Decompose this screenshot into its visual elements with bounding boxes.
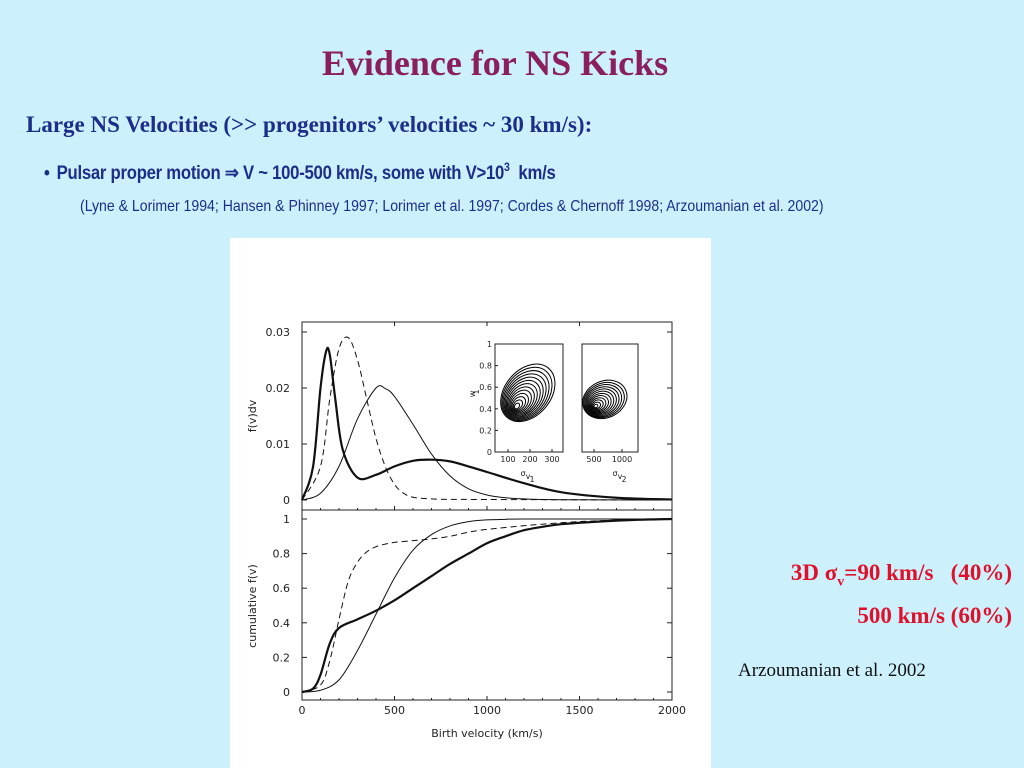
bottom-panel-frame bbox=[301, 509, 673, 701]
bottom-series-dashed bbox=[301, 518, 673, 693]
inset-left-x-label-subsub: 1 bbox=[529, 475, 534, 484]
bullet-marker: • bbox=[44, 163, 50, 184]
inset-right-contour bbox=[588, 392, 612, 414]
inset-left-y-tick-label: 1 bbox=[487, 340, 492, 349]
inset-left-x-tick-label: 200 bbox=[522, 455, 537, 464]
bottom-y-tick-label: 1 bbox=[283, 513, 290, 526]
inset-right-contour bbox=[584, 384, 623, 418]
bullet-pulsar-proper-motion: • Pulsar proper motion ⇒ V ~ 100-500 km/s… bbox=[44, 160, 556, 185]
inset-left-y-tick-label: 0 bbox=[487, 448, 492, 457]
top-y-axis-label: f(v)dv bbox=[246, 399, 259, 432]
inset-left-contour bbox=[509, 389, 532, 414]
inset-left-contour bbox=[503, 373, 547, 419]
x-tick-label: 1000 bbox=[473, 704, 501, 717]
inset-left-contour bbox=[505, 379, 541, 417]
inset-left-y-tick-label: 0.2 bbox=[479, 426, 492, 435]
bullet-text-after: V ~ 100-500 km/s, some with V>10 bbox=[242, 163, 505, 184]
inset-right-x-tick-label: 500 bbox=[586, 455, 601, 464]
bullet-text-before: Pulsar proper motion bbox=[56, 163, 221, 184]
top-series-solid-thin bbox=[301, 385, 673, 501]
inset-left-contour bbox=[511, 396, 527, 412]
bullet-unit: km/s bbox=[518, 163, 556, 184]
x-tick-label: 500 bbox=[384, 704, 405, 717]
sigma-note-prefix: 3D bbox=[790, 560, 825, 585]
slide-subtitle: Large NS Velocities (>> progenitors’ vel… bbox=[26, 112, 593, 137]
velocity-distribution-figure: 0 500 1000 1500 2000 Birth velocity (km/s) 0 0.… bbox=[230, 238, 711, 768]
inset-right-contour bbox=[589, 395, 609, 413]
figure-credit: Arzoumanian et al. 2002 bbox=[738, 660, 926, 681]
inset-right-contour bbox=[590, 397, 607, 412]
top-series-dashed bbox=[301, 336, 673, 501]
slide-title: Evidence for NS Kicks bbox=[321, 43, 669, 83]
bottom-series-solid-thick bbox=[301, 517, 673, 694]
inset-left-x-label: σ bbox=[520, 469, 525, 478]
x-axis-label: Birth velocity (km/s) bbox=[431, 727, 543, 740]
inset-right-contour bbox=[583, 381, 625, 419]
inset-left-contour bbox=[513, 402, 521, 410]
x-tick-label: 0 bbox=[299, 704, 306, 717]
sigma-note-line1: =90 km/s (40%) bbox=[844, 560, 1012, 585]
inset-left-contour bbox=[500, 363, 556, 422]
inset-left-y-tick-label: 0.6 bbox=[479, 383, 492, 392]
inset-left-contour bbox=[507, 383, 538, 416]
inset-right-contour bbox=[582, 379, 628, 420]
inset-right-contour bbox=[591, 399, 604, 411]
inset-left-x-tick-label: 300 bbox=[544, 455, 559, 464]
sigma-note-line2: 500 km/s (60%) bbox=[857, 602, 1012, 628]
inset-left-contour bbox=[510, 392, 529, 413]
inset-left-contour bbox=[508, 386, 535, 415]
inset-left-frame bbox=[494, 343, 564, 453]
sigma-note: 3D σv=90 km/s (40%) 500 km/s (60%) bbox=[791, 556, 1012, 632]
inset-left-contour bbox=[512, 399, 524, 411]
inset-left-x-label-sub: v bbox=[526, 472, 531, 481]
inset-left-y-label-sub: 1 bbox=[472, 389, 481, 394]
bullet-superscript: 3 bbox=[504, 160, 510, 174]
inset-right-contour bbox=[592, 401, 602, 410]
bottom-y-tick-label: 0.6 bbox=[273, 582, 291, 595]
inset-left-contour bbox=[502, 370, 550, 420]
inset-left-y-tick-label: 0.4 bbox=[479, 405, 492, 414]
inset-right-x-label: σ bbox=[612, 469, 617, 478]
inset-right-contour bbox=[585, 386, 620, 417]
bottom-y-tick-label: 0.2 bbox=[273, 651, 291, 664]
top-y-tick-label: 0.01 bbox=[266, 438, 291, 451]
inset-right-contour bbox=[586, 388, 617, 416]
bottom-y-tick-label: 0 bbox=[283, 686, 290, 699]
bottom-y-tick-label: 0.8 bbox=[273, 548, 291, 561]
sigma-subscript: v bbox=[837, 574, 845, 590]
inset-left-contour bbox=[501, 366, 553, 421]
inset-right-x-label-sub: v bbox=[618, 472, 623, 481]
top-series-solid-thick bbox=[300, 346, 673, 501]
inset-left-y-label: w bbox=[468, 390, 477, 397]
bottom-series-solid-thin bbox=[301, 518, 673, 693]
inset-right-x-label-subsub: 2 bbox=[621, 475, 626, 484]
inset-left-contour bbox=[504, 376, 544, 418]
inset-left-y-tick-label: 0.8 bbox=[479, 362, 492, 371]
inset-right-contour bbox=[587, 390, 615, 415]
sigma-symbol: σ bbox=[824, 560, 838, 585]
top-y-tick-label: 0 bbox=[283, 494, 290, 507]
top-y-tick-label: 0.03 bbox=[266, 326, 291, 339]
x-tick-label: 1500 bbox=[566, 704, 594, 717]
x-tick-label: 2000 bbox=[658, 704, 686, 717]
bottom-y-axis-label: cumulative f(v) bbox=[246, 564, 259, 648]
top-y-tick-label: 0.02 bbox=[266, 382, 291, 395]
inset-right-contour bbox=[593, 403, 599, 409]
inset-right-x-tick-label: 1000 bbox=[612, 455, 632, 464]
bottom-y-tick-label: 0.4 bbox=[273, 617, 291, 630]
references: (Lyne & Lorimer 1994; Hansen & Phinney 1… bbox=[80, 198, 824, 215]
inset-left-x-tick-label: 100 bbox=[500, 455, 515, 464]
implies-arrow-icon: ⇒ bbox=[224, 163, 239, 184]
